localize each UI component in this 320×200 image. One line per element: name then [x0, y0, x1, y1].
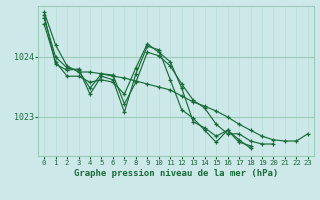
X-axis label: Graphe pression niveau de la mer (hPa): Graphe pression niveau de la mer (hPa)	[74, 169, 278, 178]
